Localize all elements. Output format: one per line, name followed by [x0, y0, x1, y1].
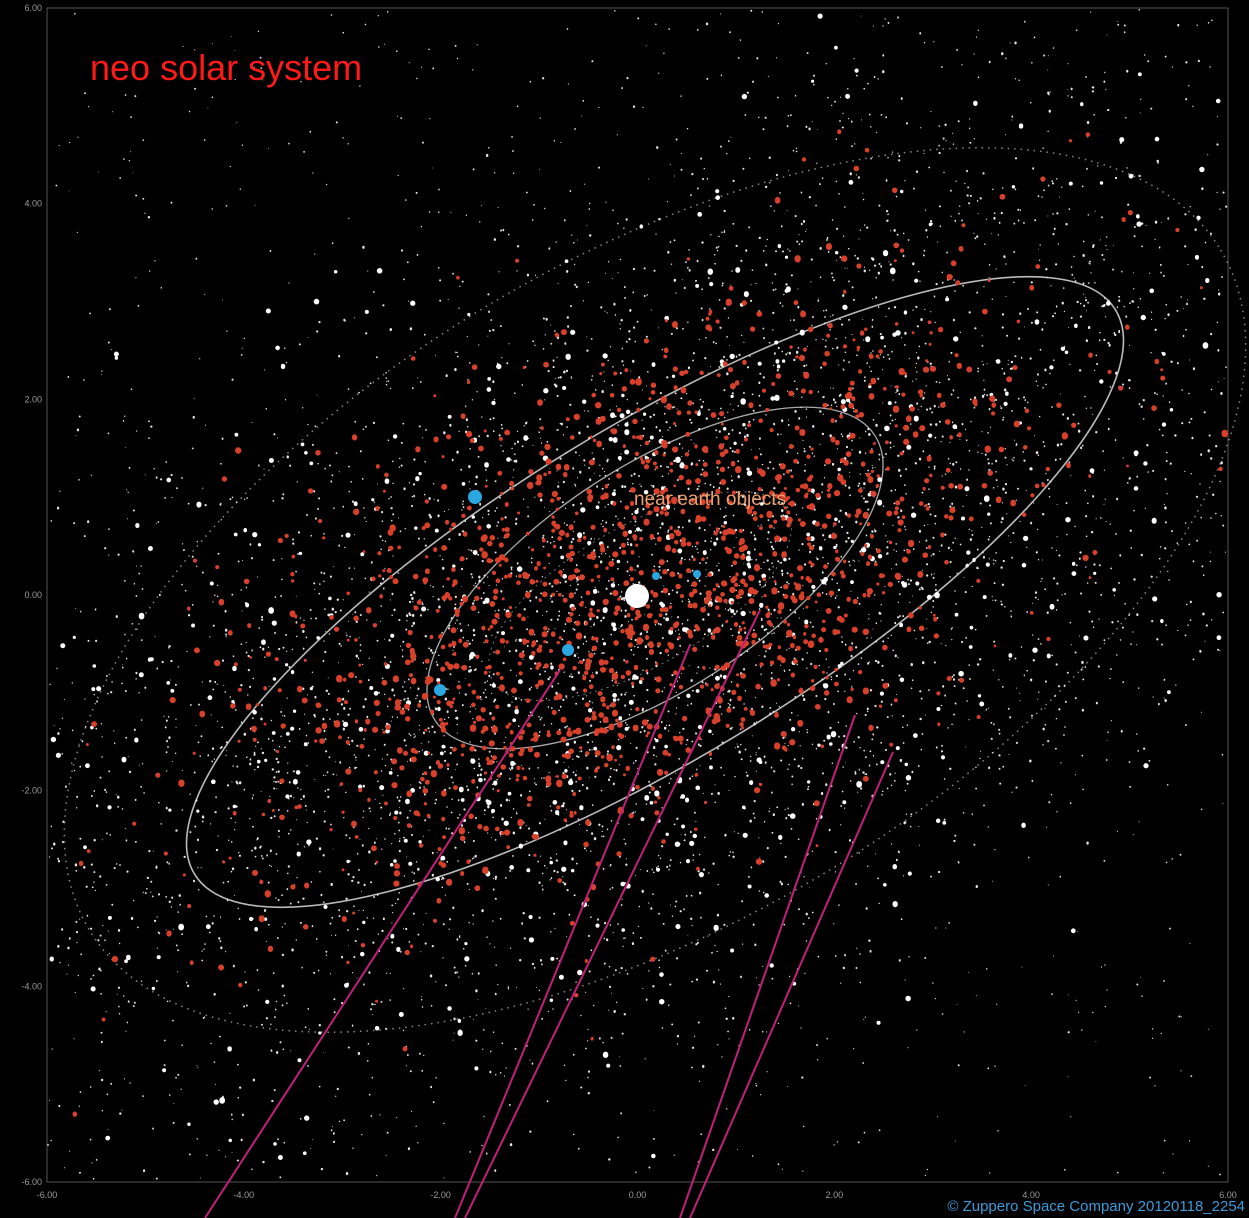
y-tick-label: -2.00 [21, 786, 42, 796]
planet [652, 572, 660, 580]
y-tick-label: 0.00 [24, 590, 42, 600]
title: neo solar system [90, 47, 362, 88]
x-tick-label: 4.00 [1022, 1190, 1040, 1200]
trajectory [204, 669, 561, 1218]
planet [434, 684, 446, 696]
plot-frame [46, 7, 1229, 1183]
orbit [426, 406, 884, 750]
trajectory [454, 644, 691, 1218]
x-tick-label: 0.00 [629, 1190, 647, 1200]
x-tick-label: 6.00 [1219, 1190, 1237, 1200]
planet [468, 490, 482, 504]
trajectories [204, 609, 894, 1218]
trajectory [689, 751, 894, 1218]
sun [625, 584, 649, 608]
trajectory [464, 609, 761, 1218]
x-tick-label: -4.00 [234, 1190, 255, 1200]
x-tick-label: -6.00 [37, 1190, 58, 1200]
planet [562, 644, 574, 656]
trajectory [679, 714, 856, 1218]
planet [693, 570, 701, 578]
y-tick-label: -4.00 [21, 981, 42, 991]
y-tick-label: -6.00 [21, 1177, 42, 1187]
credit: © Zuppero Space Company 20120118_2254 [947, 1198, 1245, 1215]
x-tick-label: -2.00 [430, 1190, 451, 1200]
x-tick-label: 2.00 [826, 1190, 844, 1200]
orbit [185, 275, 1125, 909]
y-tick-label: 4.00 [24, 199, 42, 209]
annotation: near earth objects [634, 489, 786, 510]
y-tick-label: 6.00 [24, 3, 42, 13]
y-tick-label: 2.00 [24, 394, 42, 404]
